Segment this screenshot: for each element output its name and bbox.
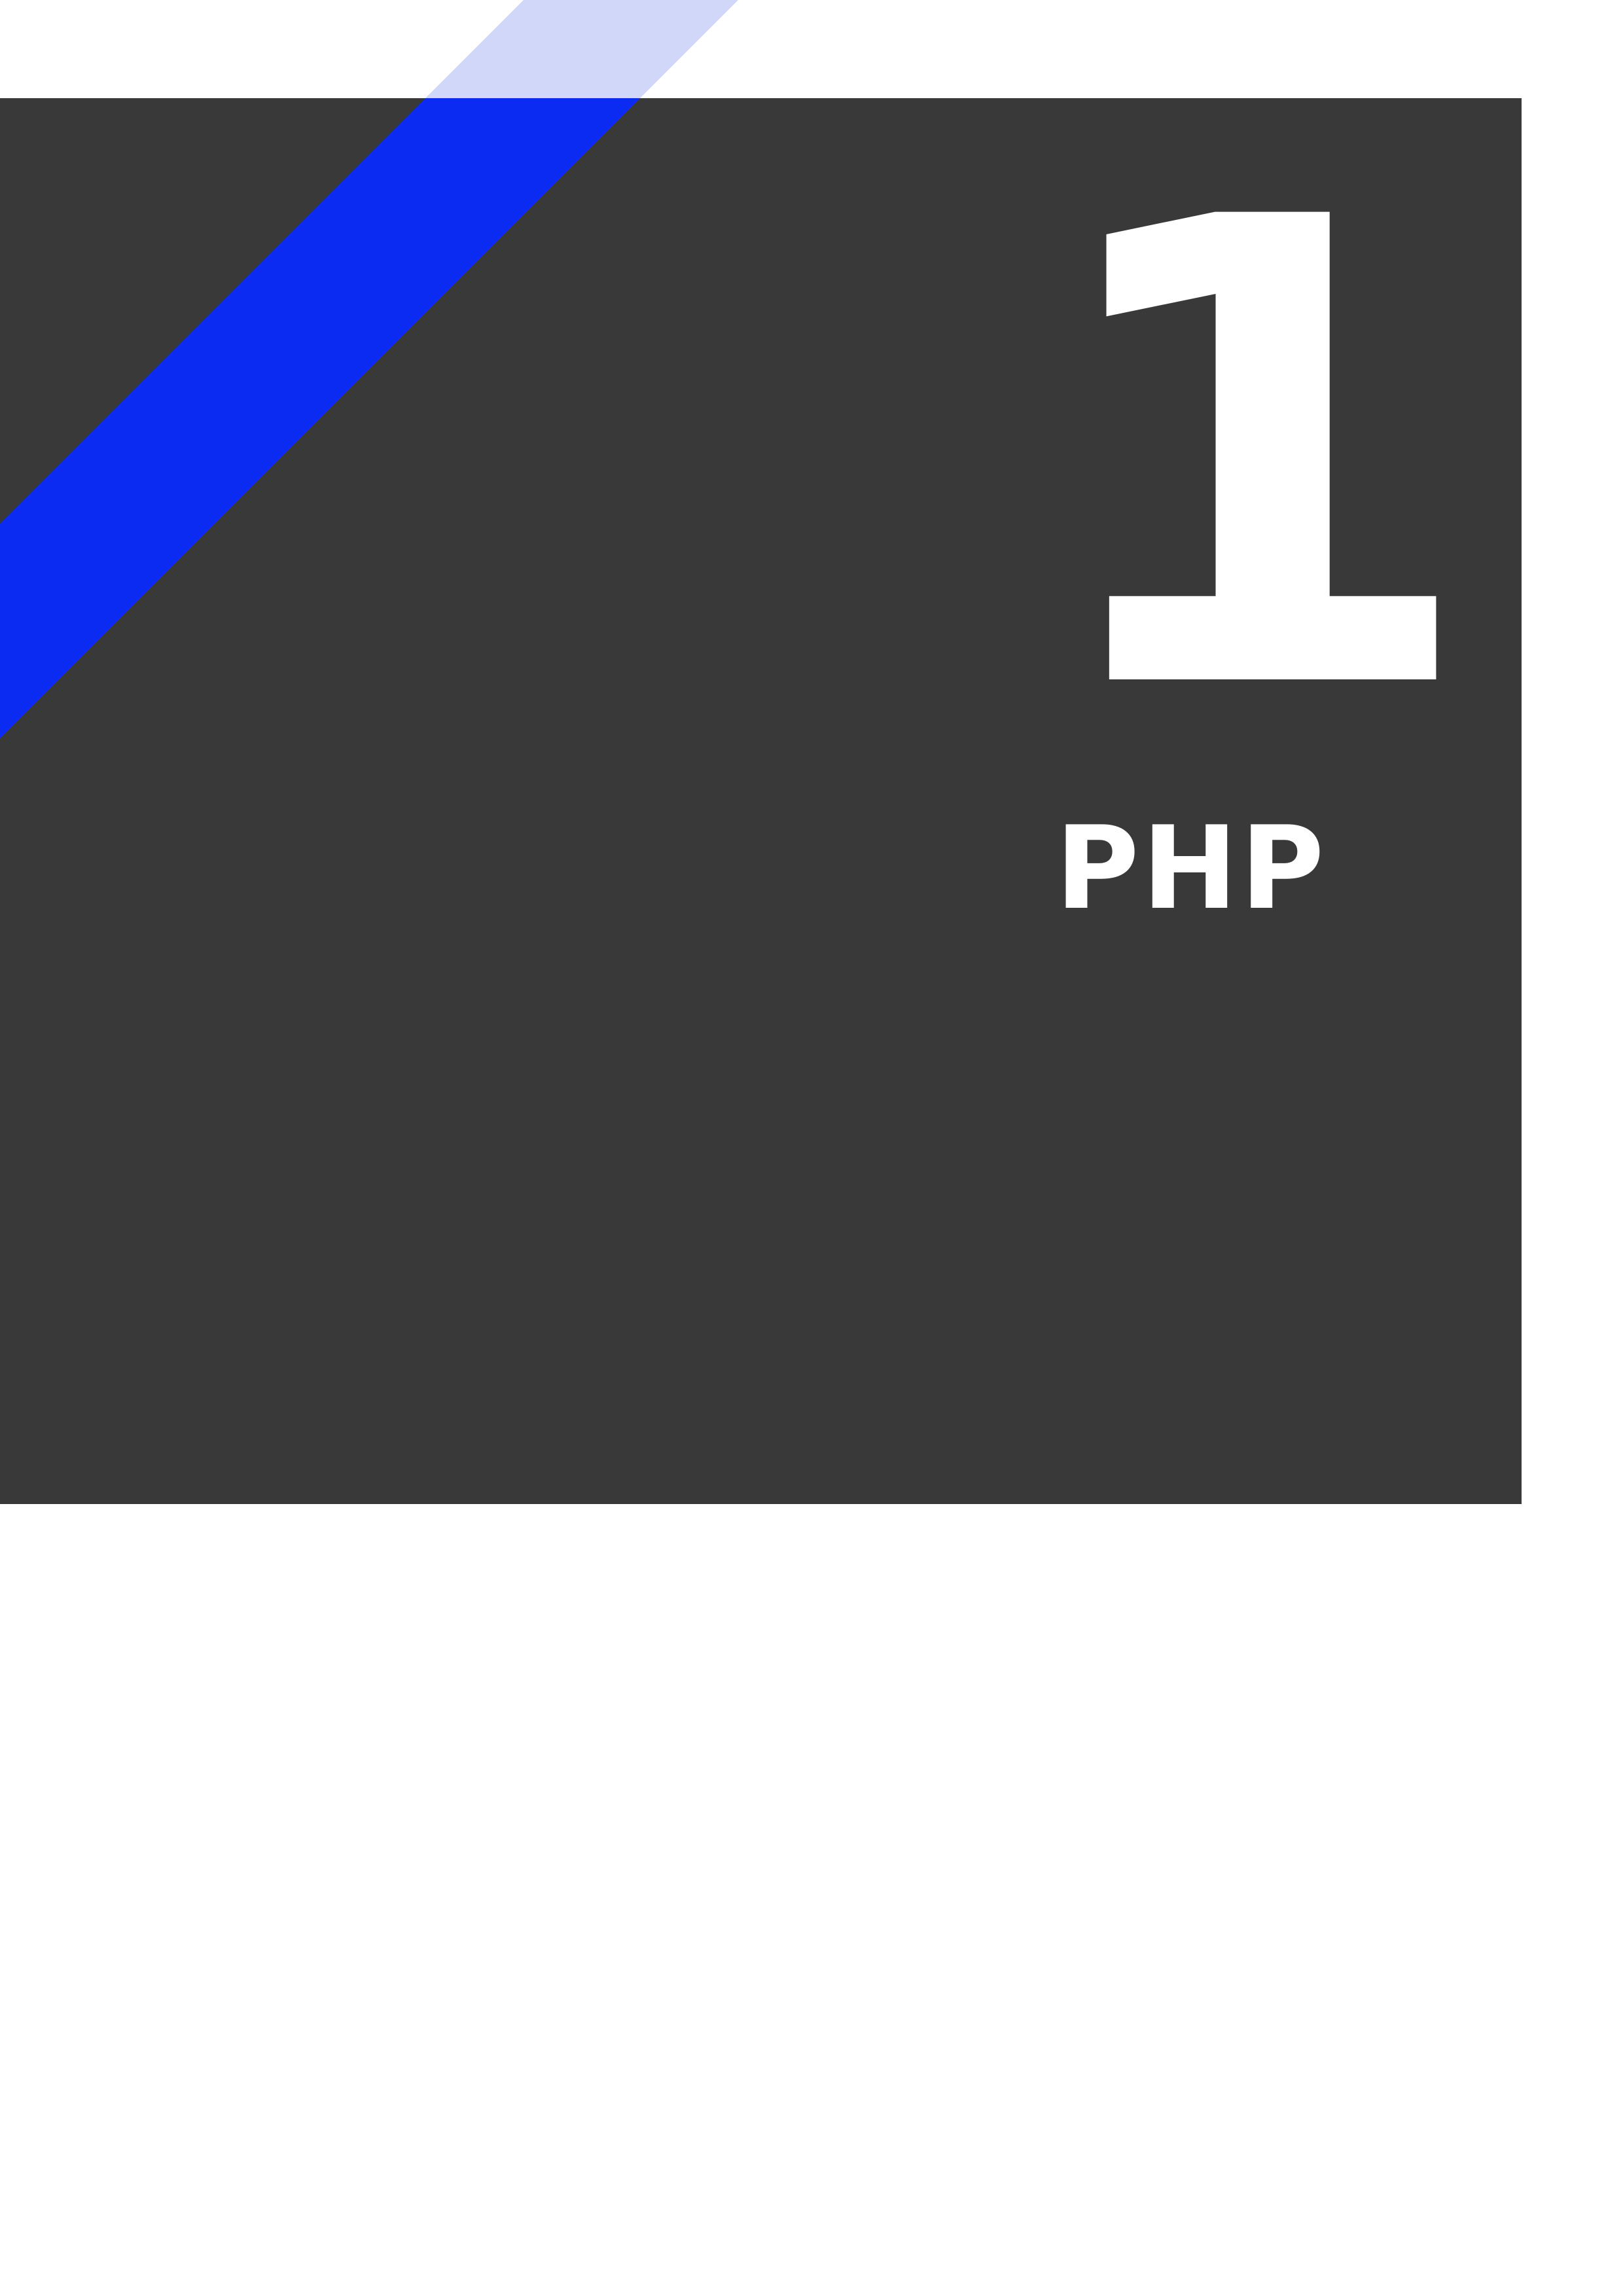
diagonal-stripe [0, 98, 640, 738]
chapter-number: 1 [1034, 84, 1480, 831]
chapter-title: PHP [1055, 802, 1327, 935]
diagonal-stripe-light [0, 0, 738, 738]
